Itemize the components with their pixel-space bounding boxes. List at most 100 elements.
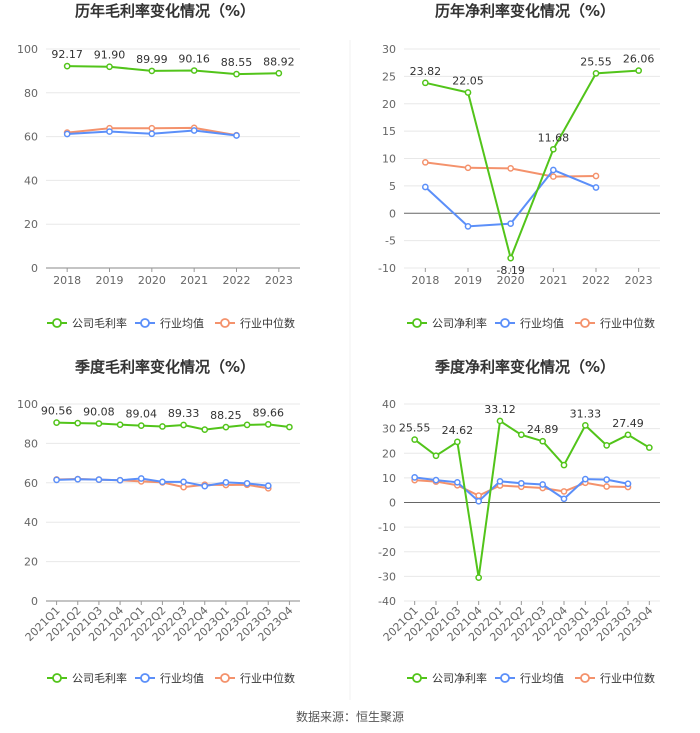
data-point	[201, 482, 209, 490]
y-tick-label: 0	[31, 262, 38, 275]
y-tick-label: 60	[24, 477, 38, 490]
data-point	[581, 475, 589, 483]
legend-marker-icon	[500, 318, 510, 328]
data-point	[453, 478, 461, 486]
legend-label: 公司净利率	[432, 671, 487, 685]
legend-item-industry-median[interactable]: 行业中位数	[575, 671, 655, 685]
data-label: 89.99	[136, 53, 168, 66]
data-point	[507, 254, 515, 262]
legend-label: 行业中位数	[240, 316, 295, 330]
y-tick-label: 10	[382, 153, 396, 166]
legend-item-company[interactable]: 公司净利率	[407, 316, 487, 330]
data-point	[180, 478, 187, 486]
data-label: 89.04	[126, 408, 158, 421]
data-point	[539, 481, 547, 488]
data-point	[190, 127, 198, 134]
data-point	[581, 421, 589, 429]
data-point	[517, 479, 525, 487]
data-point	[432, 476, 440, 484]
legend-label: 行业均值	[520, 317, 564, 330]
data-point	[53, 419, 60, 426]
data-label: 88.92	[263, 55, 295, 68]
series-line-company	[414, 419, 650, 578]
data-point	[286, 423, 293, 431]
legend-item-company[interactable]: 公司净利率	[407, 671, 487, 685]
legend-marker-icon	[412, 318, 422, 328]
data-label: 90.16	[178, 53, 210, 66]
data-point	[475, 574, 483, 581]
legend-item-industry-median[interactable]: 行业中位数	[215, 316, 295, 330]
legend-label: 行业中位数	[600, 316, 655, 330]
x-tick-label: 2022	[582, 274, 610, 287]
legend-label: 公司毛利率	[72, 671, 127, 685]
legend-item-industry-avg[interactable]: 行业均值	[135, 317, 204, 330]
y-tick-label: -30	[378, 570, 396, 583]
data-label: 24.89	[527, 423, 559, 436]
data-label: 25.55	[580, 55, 612, 68]
data-point	[137, 422, 145, 429]
data-point	[507, 220, 515, 228]
y-tick-label: 40	[24, 516, 38, 529]
data-point	[201, 426, 209, 433]
legend-label: 行业中位数	[240, 671, 295, 685]
data-point	[106, 128, 113, 135]
y-tick-label: 25	[382, 70, 396, 83]
x-tick-label: 2023	[265, 274, 293, 287]
x-tick-label: 2019	[96, 274, 124, 287]
y-tick-label: -20	[378, 546, 396, 559]
data-point	[624, 431, 632, 439]
data-point	[411, 474, 419, 481]
data-point	[264, 421, 272, 428]
data-label: 91.90	[94, 49, 126, 62]
series-line-company	[67, 65, 279, 76]
data-point	[592, 172, 600, 180]
legend-label: 行业中位数	[600, 671, 655, 685]
data-point	[180, 421, 187, 429]
x-tick-label: 2019	[454, 274, 482, 287]
chart-title: 季度净利率变化情况（%）	[435, 358, 615, 376]
legend-item-industry-median[interactable]: 行业中位数	[575, 316, 655, 330]
x-tick-label: 2018	[53, 274, 81, 287]
legend-item-industry-avg[interactable]: 行业均值	[495, 672, 564, 685]
y-tick-label: 100	[17, 43, 38, 56]
legend-item-industry-median[interactable]: 行业中位数	[215, 671, 295, 685]
x-tick-label: 2022	[223, 274, 251, 287]
y-tick-label: 20	[24, 556, 38, 569]
data-point	[507, 165, 515, 172]
data-point	[496, 477, 504, 485]
data-point	[549, 173, 557, 180]
legend-item-industry-avg[interactable]: 行业均值	[135, 672, 204, 685]
legend-label: 行业均值	[160, 672, 204, 685]
data-label: 89.33	[168, 407, 200, 420]
data-point	[243, 480, 251, 487]
data-label: 23.82	[410, 65, 442, 78]
y-tick-label: 0	[389, 497, 396, 510]
data-point	[116, 421, 124, 429]
data-label: 90.56	[41, 405, 73, 418]
chart-2: 历年净利率变化情况（%） -10 -5 0 5 10 15 20 25 30 2018 2019 202…	[378, 2, 660, 330]
legend-marker-icon	[140, 318, 150, 328]
data-point	[95, 420, 103, 427]
data-point	[148, 130, 156, 138]
legend-label: 公司毛利率	[72, 316, 127, 330]
legend-item-company[interactable]: 公司毛利率	[47, 316, 127, 330]
legend-marker-icon	[140, 673, 150, 683]
data-point	[475, 497, 483, 505]
data-label: 33.12	[484, 403, 516, 416]
data-point	[592, 184, 600, 191]
legend-item-industry-avg[interactable]: 行业均值	[495, 317, 564, 330]
y-tick-label: 15	[382, 125, 396, 138]
data-point	[432, 452, 440, 460]
data-point	[63, 62, 71, 70]
data-label: 88.25	[210, 409, 242, 422]
data-label: 25.55	[399, 422, 431, 435]
y-tick-label: 20	[24, 218, 38, 231]
legend-item-company[interactable]: 公司毛利率	[47, 671, 127, 685]
data-point	[264, 482, 272, 490]
data-point	[106, 63, 113, 71]
data-source-note: 数据来源：恒生聚源	[295, 710, 404, 724]
y-tick-label: 30	[382, 43, 396, 56]
y-tick-label: -10	[378, 262, 396, 275]
data-point	[411, 436, 419, 443]
data-label: 88.55	[221, 56, 253, 69]
